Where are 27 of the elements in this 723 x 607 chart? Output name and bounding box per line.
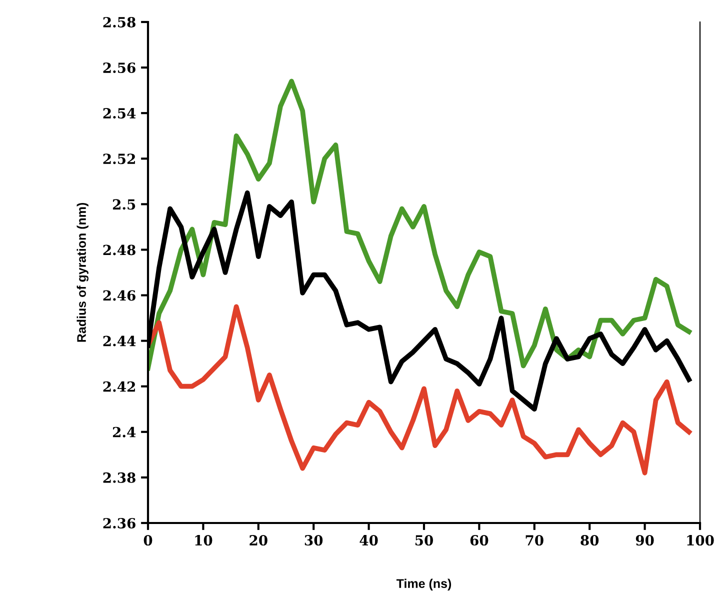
line-series <box>148 304 692 476</box>
x-tick-label: 100 <box>687 535 714 546</box>
x-tick-label: 0 <box>144 535 152 546</box>
x-tick-label: 20 <box>250 535 268 546</box>
x-tick-label: 90 <box>636 535 654 546</box>
y-tick-label: 2.54 <box>103 108 136 119</box>
y-tick-label: 2.46 <box>103 290 136 301</box>
x-tick-label: 40 <box>360 535 378 546</box>
y-tick-label: 2.42 <box>103 381 135 392</box>
x-tick-label: 30 <box>304 535 323 546</box>
y-tick-label: 2.58 <box>103 16 136 28</box>
y-tick-label: 2.5 <box>112 199 136 210</box>
y-tick-label: 2.4 <box>112 426 136 438</box>
x-tick-label: 60 <box>470 535 488 546</box>
y-tick-label: 2.44 <box>103 336 136 346</box>
x-tick-label: 70 <box>526 535 544 546</box>
y-axis-title: Radius of gyration (nm) <box>76 202 88 342</box>
y-tick-label: 2.36 <box>103 518 136 528</box>
x-tick-label: 50 <box>415 535 434 546</box>
y-tick-label: 2.48 <box>103 244 136 256</box>
x-tick-label: 80 <box>580 535 599 546</box>
y-tick-label: 2.56 <box>103 62 136 74</box>
line-series <box>148 78 692 371</box>
x-tick-label: 10 <box>195 535 212 546</box>
x-axis-title: Time (ns) <box>396 578 452 590</box>
y-tick-label: 2.52 <box>103 154 135 164</box>
y-tick-label: 2.38 <box>103 472 136 483</box>
